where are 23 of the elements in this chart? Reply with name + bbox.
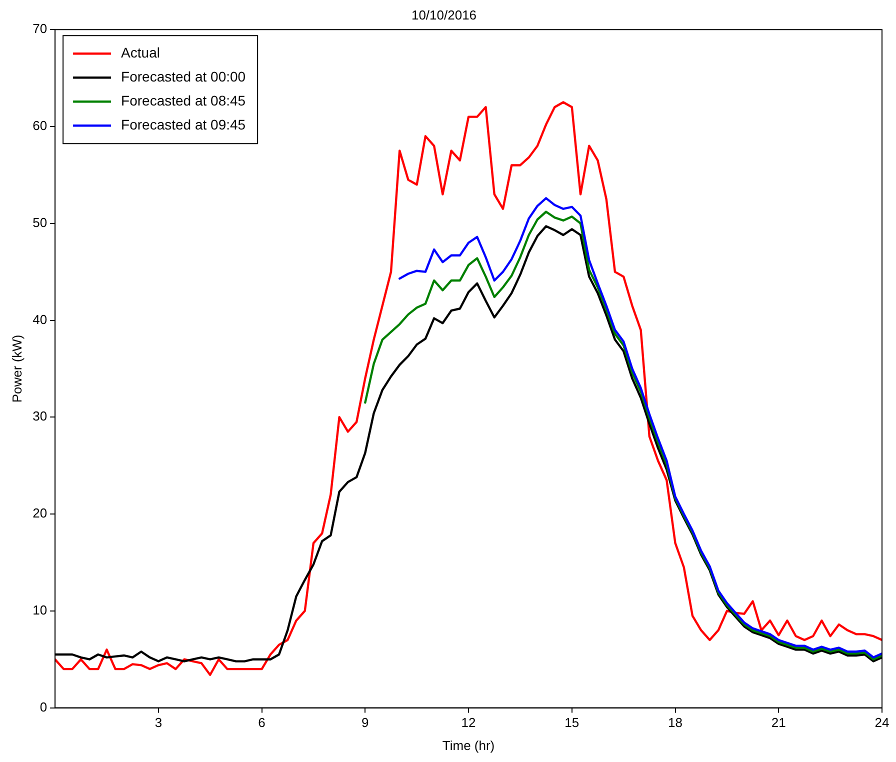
legend-label: Forecasted at 00:00 — [121, 68, 246, 84]
x-axis-title: Time (hr) — [442, 738, 495, 753]
x-tick-label: 12 — [461, 715, 476, 730]
chart-title: 10/10/2016 — [411, 7, 477, 22]
legend-label: Forecasted at 09:45 — [121, 116, 246, 132]
x-tick-label: 9 — [362, 715, 369, 730]
y-tick-label: 0 — [40, 699, 48, 714]
y-axis-title: Power (kW) — [9, 334, 24, 403]
x-tick-label: 3 — [154, 715, 162, 730]
y-tick-label: 50 — [32, 214, 48, 230]
legend-label: Forecasted at 08:45 — [121, 92, 246, 108]
x-tick-label: 21 — [771, 715, 786, 730]
y-tick-label: 60 — [32, 118, 48, 134]
y-tick-label: 10 — [32, 602, 48, 618]
y-tick-label: 20 — [32, 506, 48, 521]
y-tick-label: 40 — [32, 312, 48, 327]
x-tick-label: 24 — [874, 715, 890, 730]
x-tick-label: 6 — [258, 715, 266, 730]
y-tick-label: 70 — [32, 21, 48, 36]
y-tick-label: 30 — [32, 408, 48, 424]
x-tick-label: 18 — [668, 715, 682, 730]
legend-label: Actual — [121, 44, 160, 60]
x-tick-label: 15 — [564, 715, 580, 730]
